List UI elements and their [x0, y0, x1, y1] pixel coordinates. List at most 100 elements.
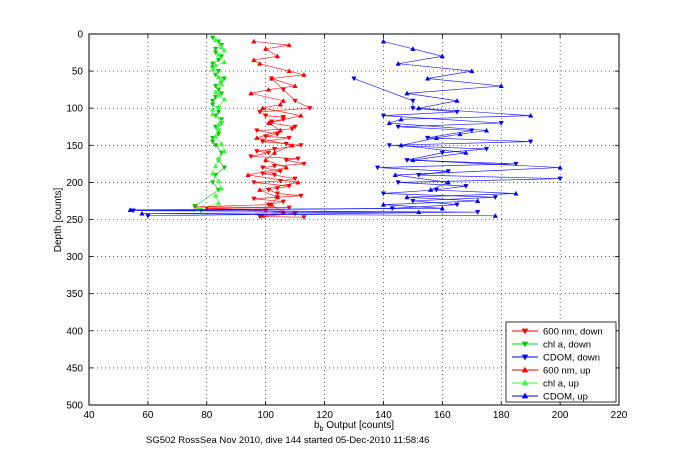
data-point [374, 165, 381, 171]
data-point [457, 131, 463, 137]
data-point [439, 53, 445, 59]
x-tick-label: 80 [201, 410, 213, 421]
series-cdom-up [127, 38, 563, 218]
data-point [265, 86, 272, 92]
data-point [248, 90, 254, 96]
legend-marker [521, 354, 529, 361]
x-tick-label: 180 [493, 410, 510, 421]
data-point [424, 135, 431, 141]
data-point [410, 198, 416, 204]
data-point [221, 59, 228, 65]
data-point [283, 164, 289, 170]
data-point [295, 179, 301, 185]
series-600-nm-down [192, 76, 313, 220]
data-series [127, 35, 563, 220]
data-point [212, 193, 219, 198]
data-point [528, 139, 534, 145]
data-point [257, 109, 263, 115]
data-point [292, 83, 298, 88]
data-point [298, 193, 304, 199]
data-point [215, 57, 222, 63]
y-tick-label: 50 [72, 67, 84, 78]
data-point [424, 75, 431, 81]
data-point [404, 158, 410, 163]
data-point [257, 187, 263, 192]
data-point [528, 112, 534, 118]
data-point [307, 106, 313, 111]
data-point [295, 156, 301, 162]
data-point [257, 60, 263, 66]
data-point [395, 60, 401, 66]
y-tick-label: 200 [66, 178, 83, 189]
data-point [245, 172, 251, 177]
data-point [463, 150, 469, 155]
data-point [298, 112, 304, 118]
series-cdom-down [130, 76, 563, 219]
data-point [265, 202, 272, 208]
data-point [210, 102, 216, 108]
data-point [410, 46, 416, 51]
data-point [251, 180, 257, 186]
data-point [221, 165, 228, 171]
data-point [475, 210, 481, 215]
y-tick-label: 300 [66, 252, 83, 263]
data-point [215, 109, 222, 115]
data-point [498, 121, 504, 126]
data-point [221, 96, 228, 102]
data-point [221, 47, 228, 53]
data-point [404, 90, 410, 96]
data-point [292, 98, 298, 104]
series-line [133, 78, 561, 217]
legend-label: 600 nm, up [543, 366, 591, 377]
x-tick-label: 160 [434, 410, 451, 421]
data-point [139, 210, 145, 216]
data-point [292, 176, 298, 182]
data-point [215, 155, 222, 161]
data-point [215, 74, 222, 80]
data-point [212, 133, 219, 139]
data-point [260, 139, 266, 145]
data-point [218, 91, 225, 97]
data-point [251, 38, 257, 44]
data-point [286, 205, 292, 211]
data-point [260, 213, 266, 218]
x-tick-label: 40 [83, 410, 95, 421]
data-point [398, 142, 404, 148]
data-point [218, 118, 225, 124]
data-point [268, 75, 275, 81]
data-point [212, 163, 219, 169]
data-point [557, 176, 563, 182]
data-point [192, 204, 198, 209]
legend-label: chl a, up [543, 379, 579, 390]
data-point [215, 121, 222, 127]
data-point [277, 127, 284, 133]
data-point [210, 111, 216, 117]
data-point [251, 57, 257, 62]
grid [89, 34, 619, 405]
legend-label: CDOM, down [543, 353, 600, 364]
data-point [274, 194, 281, 200]
data-point [210, 139, 216, 145]
data-point [218, 185, 225, 191]
legend-entry: chl a, down [512, 340, 591, 351]
data-point [274, 132, 281, 137]
x-axis-label: bb Output [counts] [314, 420, 394, 433]
data-point [492, 195, 498, 200]
data-point [210, 170, 216, 176]
data-point [301, 72, 307, 77]
legend-entry: 600 nm, up [512, 366, 591, 377]
data-point [404, 194, 410, 200]
data-point [215, 200, 222, 206]
data-point [286, 135, 292, 141]
data-point [463, 184, 469, 189]
data-point [392, 172, 398, 177]
data-point [145, 213, 151, 219]
data-point [127, 207, 133, 212]
data-point [248, 154, 254, 160]
y-tick-label: 400 [66, 326, 83, 337]
data-point [380, 38, 387, 44]
data-point [274, 191, 281, 197]
data-point [215, 178, 222, 183]
data-point [210, 106, 216, 112]
data-point [410, 106, 416, 111]
